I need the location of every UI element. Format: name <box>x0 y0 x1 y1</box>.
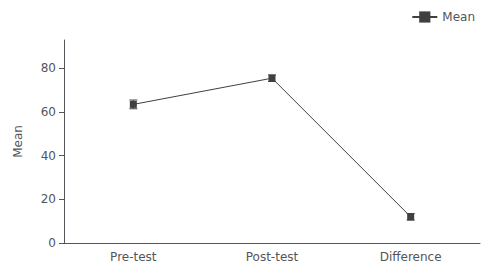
svg-text:0: 0 <box>48 236 56 250</box>
svg-text:Mean: Mean <box>11 125 25 158</box>
svg-text:Difference: Difference <box>380 250 442 264</box>
svg-text:40: 40 <box>41 149 56 163</box>
svg-text:Mean: Mean <box>442 10 475 24</box>
svg-text:80: 80 <box>41 61 56 75</box>
svg-text:20: 20 <box>41 192 56 206</box>
svg-text:60: 60 <box>41 105 56 119</box>
svg-text:Post-test: Post-test <box>246 250 299 264</box>
svg-text:Pre-test: Pre-test <box>110 250 157 264</box>
